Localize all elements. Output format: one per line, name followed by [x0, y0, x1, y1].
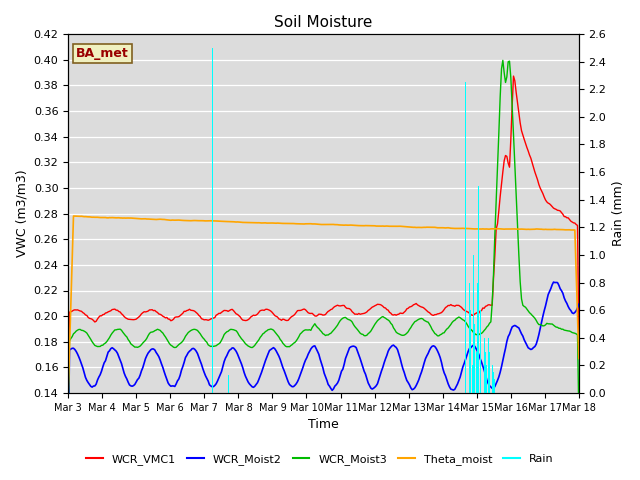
Bar [473, 255, 474, 393]
Bar [486, 365, 487, 393]
Y-axis label: Rain (mm): Rain (mm) [612, 181, 625, 246]
Bar [476, 352, 477, 393]
Bar [489, 352, 490, 393]
Bar [470, 310, 471, 393]
Bar [477, 283, 478, 393]
Bar [472, 365, 473, 393]
Bar [494, 379, 495, 393]
Bar [479, 310, 481, 393]
Bar [493, 372, 494, 393]
Bar [465, 82, 466, 393]
Bar [488, 338, 489, 393]
Bar [485, 352, 486, 393]
Text: BA_met: BA_met [76, 48, 129, 60]
Bar [478, 186, 479, 393]
Bar [474, 324, 476, 393]
X-axis label: Time: Time [308, 419, 339, 432]
Legend: WCR_VMC1, WCR_Moist2, WCR_Moist3, Theta_moist, Rain: WCR_VMC1, WCR_Moist2, WCR_Moist3, Theta_… [82, 450, 558, 469]
Bar [469, 283, 470, 393]
Y-axis label: VWC (m3/m3): VWC (m3/m3) [15, 170, 28, 257]
Bar [492, 365, 493, 393]
Title: Soil Moisture: Soil Moisture [275, 15, 372, 30]
